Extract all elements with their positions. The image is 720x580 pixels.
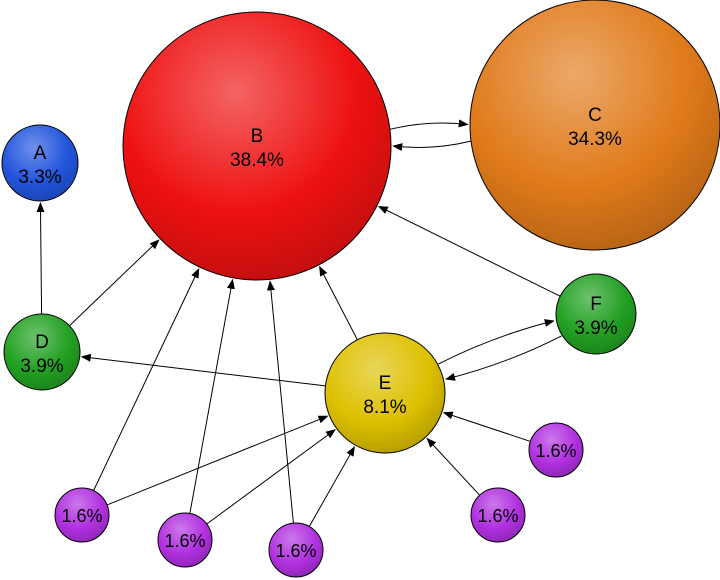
edge-p3-to-b [266, 280, 294, 524]
node-c: C 34.3% [469, 0, 720, 251]
node-label: C [588, 105, 602, 126]
edge-p1-to-b [93, 267, 200, 491]
node-value: 8.1% [363, 397, 406, 418]
node-d: D 3.9% [3, 313, 81, 391]
node-value: 1.6% [61, 506, 102, 526]
node-circle [469, 0, 720, 251]
node-circle [1, 124, 79, 202]
node-p2: 1.6% [157, 512, 213, 568]
node-circle [54, 487, 110, 543]
node-label: D [35, 332, 49, 353]
node-label: E [379, 373, 392, 394]
edge-d-to-b [69, 239, 160, 327]
node-p5: 1.6% [528, 422, 584, 478]
edge-e-to-d [80, 353, 326, 387]
node-circle [268, 522, 324, 578]
node-value: 3.3% [18, 167, 61, 188]
node-a: A 3.3% [1, 124, 79, 202]
node-circle [555, 273, 637, 355]
node-f: F 3.9% [555, 273, 637, 355]
node-value: 34.3% [568, 129, 622, 150]
edge-p2-to-e [206, 429, 336, 525]
node-b: B 38.4% [122, 11, 392, 281]
edge-f-to-b [377, 205, 561, 297]
node-value: 3.9% [574, 318, 617, 339]
node-value: 38.4% [230, 150, 284, 171]
node-circle [122, 11, 392, 281]
edge-b-to-c [390, 119, 469, 130]
edge-e-to-b [319, 265, 358, 340]
node-p1: 1.6% [54, 487, 110, 543]
node-label: B [251, 126, 264, 147]
edge-e-to-f [438, 319, 555, 365]
edge-d-to-a [36, 201, 45, 315]
edge-p1-to-e [106, 415, 329, 506]
node-circle [470, 487, 526, 543]
edge-p2-to-b [189, 278, 235, 514]
node-value: 1.6% [477, 506, 518, 526]
node-value: 1.6% [275, 541, 316, 561]
edge-p3-to-e [308, 446, 355, 527]
edge-f-to-e [445, 335, 562, 381]
node-circle [528, 422, 584, 478]
node-p3: 1.6% [268, 522, 324, 578]
node-value: 1.6% [164, 531, 205, 551]
node-circle [157, 512, 213, 568]
node-circle [324, 332, 446, 454]
edge-p5-to-e [442, 411, 531, 442]
node-label: F [590, 294, 602, 315]
node-value: 3.9% [20, 356, 63, 377]
edge-p4-to-e [426, 437, 481, 496]
node-p4: 1.6% [470, 487, 526, 543]
node-value: 1.6% [535, 441, 576, 461]
node-e: E 8.1% [324, 332, 446, 454]
node-label: A [34, 143, 47, 164]
edge-c-to-b [392, 140, 471, 151]
node-circle [3, 313, 81, 391]
